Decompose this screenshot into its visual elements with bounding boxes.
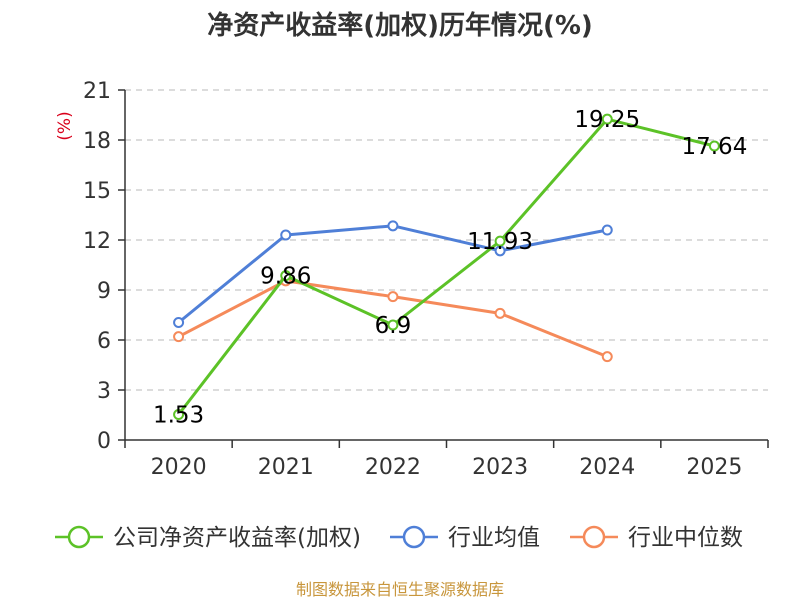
y-tick-label-21: 21 bbox=[83, 79, 111, 104]
data-labels: 1.53 9.86 6.9 11.93 19.25 17.64 bbox=[153, 107, 747, 428]
series-line-0 bbox=[177, 117, 715, 416]
series-group bbox=[173, 113, 720, 420]
series-0-point-2024 bbox=[601, 113, 613, 125]
legend-label-0: 公司净资产收益率(加权) bbox=[113, 525, 361, 551]
series-1-point-2022 bbox=[387, 220, 399, 232]
series-0-point-2025 bbox=[708, 140, 720, 152]
x-tick-label-2020: 2020 bbox=[151, 455, 207, 480]
legend: 公司净资产收益率(加权) 行业均值 行业中位数 bbox=[55, 525, 743, 551]
legend-label-2: 行业中位数 bbox=[628, 525, 743, 551]
series-1-point-2020 bbox=[173, 317, 185, 328]
series-1-point-2021 bbox=[280, 229, 292, 241]
data-label-2023: 11.93 bbox=[467, 229, 533, 255]
x-tick-label-2025: 2025 bbox=[686, 455, 742, 480]
chart-title: 净资产收益率(加权)历年情况(%) bbox=[207, 10, 593, 41]
series-2-point-2023 bbox=[494, 307, 506, 319]
y-tick-label-9: 9 bbox=[97, 279, 111, 304]
source-note: 制图数据来自恒生聚源数据库 bbox=[296, 580, 504, 599]
x-tick-label-2021: 2021 bbox=[258, 455, 314, 480]
series-0-point-2022 bbox=[387, 319, 399, 331]
series-0-point-2020 bbox=[173, 409, 185, 420]
legend-marker-1 bbox=[402, 525, 426, 549]
legend-marker-0 bbox=[67, 525, 91, 549]
data-label-2020: 1.53 bbox=[153, 403, 204, 429]
legend-marker-2 bbox=[582, 525, 606, 549]
grid-lines bbox=[125, 89, 768, 391]
series-1-point-2024 bbox=[601, 224, 613, 236]
series-2-point-2020 bbox=[173, 331, 185, 343]
legend-label-1: 行业均值 bbox=[448, 525, 540, 551]
y-tick-label-18: 18 bbox=[83, 129, 111, 154]
y-tick-label-3: 3 bbox=[97, 379, 111, 404]
series-0-point-2023 bbox=[494, 235, 506, 247]
data-label-2021: 9.86 bbox=[260, 264, 311, 290]
y-tick-label-6: 6 bbox=[97, 329, 111, 354]
x-tick-label-2023: 2023 bbox=[472, 455, 528, 480]
series-2-point-2022 bbox=[387, 291, 399, 303]
series-0-point-2021 bbox=[280, 270, 292, 282]
y-tick-label-12: 12 bbox=[83, 229, 111, 254]
y-axis-unit-label: (%) bbox=[55, 111, 75, 140]
data-label-2025: 17.64 bbox=[681, 134, 747, 160]
y-tick-label-15: 15 bbox=[83, 179, 111, 204]
x-tick-label-2022: 2022 bbox=[365, 455, 421, 480]
data-label-2024: 19.25 bbox=[574, 107, 640, 133]
y-tick-label-0: 0 bbox=[97, 429, 111, 454]
x-tick-label-2024: 2024 bbox=[579, 455, 635, 480]
data-label-2022: 6.9 bbox=[375, 313, 412, 339]
series-2-point-2024 bbox=[601, 351, 613, 363]
axes: 0 3 6 9 12 15 18 21 2020 2021 2022 2023 2024 2025 bbox=[83, 79, 769, 480]
